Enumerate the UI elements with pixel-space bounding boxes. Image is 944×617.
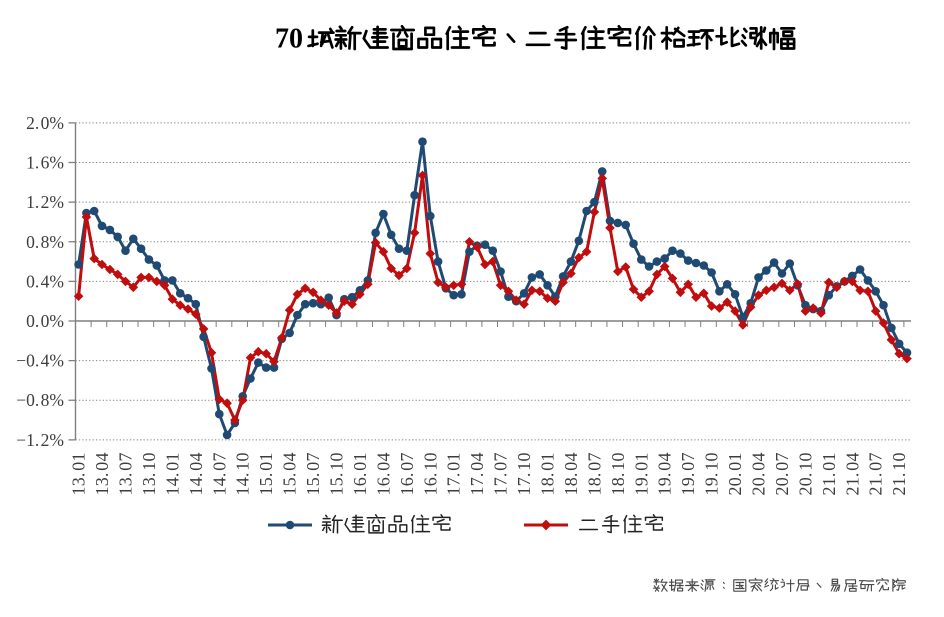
svg-text:0. 0%: 0. 0% <box>26 311 64 331</box>
svg-text:13. 04: 13. 04 <box>92 452 112 495</box>
svg-text:16. 04: 16. 04 <box>373 452 393 495</box>
svg-text:1. 2%: 1. 2% <box>26 192 64 212</box>
svg-text:2. 0%: 2. 0% <box>26 113 64 133</box>
svg-text:−0. 8%: −0. 8% <box>16 390 64 410</box>
svg-text:0. 8%: 0. 8% <box>26 232 64 252</box>
svg-text:20. 01: 20. 01 <box>725 452 745 495</box>
svg-text:14. 04: 14. 04 <box>186 452 206 495</box>
svg-text:0. 4%: 0. 4% <box>26 271 64 291</box>
svg-text:13. 10: 13. 10 <box>139 452 159 495</box>
svg-text:13. 01: 13. 01 <box>69 452 89 495</box>
svg-text:17. 01: 17. 01 <box>444 452 464 495</box>
svg-text:15. 04: 15. 04 <box>280 452 300 495</box>
svg-text:20. 07: 20. 07 <box>772 452 792 495</box>
svg-text:18. 01: 18. 01 <box>538 452 558 495</box>
svg-text:13. 07: 13. 07 <box>116 452 136 495</box>
svg-text:−1. 2%: −1. 2% <box>16 430 64 450</box>
svg-text:20. 10: 20. 10 <box>795 452 815 495</box>
svg-text:17. 07: 17. 07 <box>491 452 511 495</box>
svg-text:70: 70 <box>275 24 303 55</box>
svg-text:15. 10: 15. 10 <box>327 452 347 495</box>
svg-text:−0. 4%: −0. 4% <box>16 351 64 371</box>
svg-text:19. 07: 19. 07 <box>678 452 698 495</box>
svg-text:14. 10: 14. 10 <box>233 452 253 495</box>
svg-text:15. 07: 15. 07 <box>303 452 323 495</box>
svg-text:21. 10: 21. 10 <box>889 452 909 495</box>
svg-text:16. 10: 16. 10 <box>420 452 440 495</box>
svg-text:19. 04: 19. 04 <box>655 452 675 495</box>
svg-text:20. 04: 20. 04 <box>749 452 769 495</box>
svg-text:14. 01: 14. 01 <box>162 452 182 495</box>
svg-text:16. 07: 16. 07 <box>397 452 417 495</box>
svg-text:21. 07: 21. 07 <box>866 452 886 495</box>
svg-text:21. 01: 21. 01 <box>819 452 839 495</box>
svg-text:17. 10: 17. 10 <box>514 452 534 495</box>
svg-text:16. 01: 16. 01 <box>350 452 370 495</box>
svg-text:18. 04: 18. 04 <box>561 452 581 495</box>
svg-text:21. 04: 21. 04 <box>842 452 862 495</box>
svg-text:18. 07: 18. 07 <box>584 452 604 495</box>
svg-text:19. 10: 19. 10 <box>702 452 722 495</box>
svg-text:15. 01: 15. 01 <box>256 452 276 495</box>
svg-text:19. 01: 19. 01 <box>631 452 651 495</box>
svg-text:18. 10: 18. 10 <box>608 452 628 495</box>
svg-text:14. 07: 14. 07 <box>209 452 229 495</box>
svg-text:17. 04: 17. 04 <box>467 452 487 495</box>
svg-text:1. 6%: 1. 6% <box>26 153 64 173</box>
